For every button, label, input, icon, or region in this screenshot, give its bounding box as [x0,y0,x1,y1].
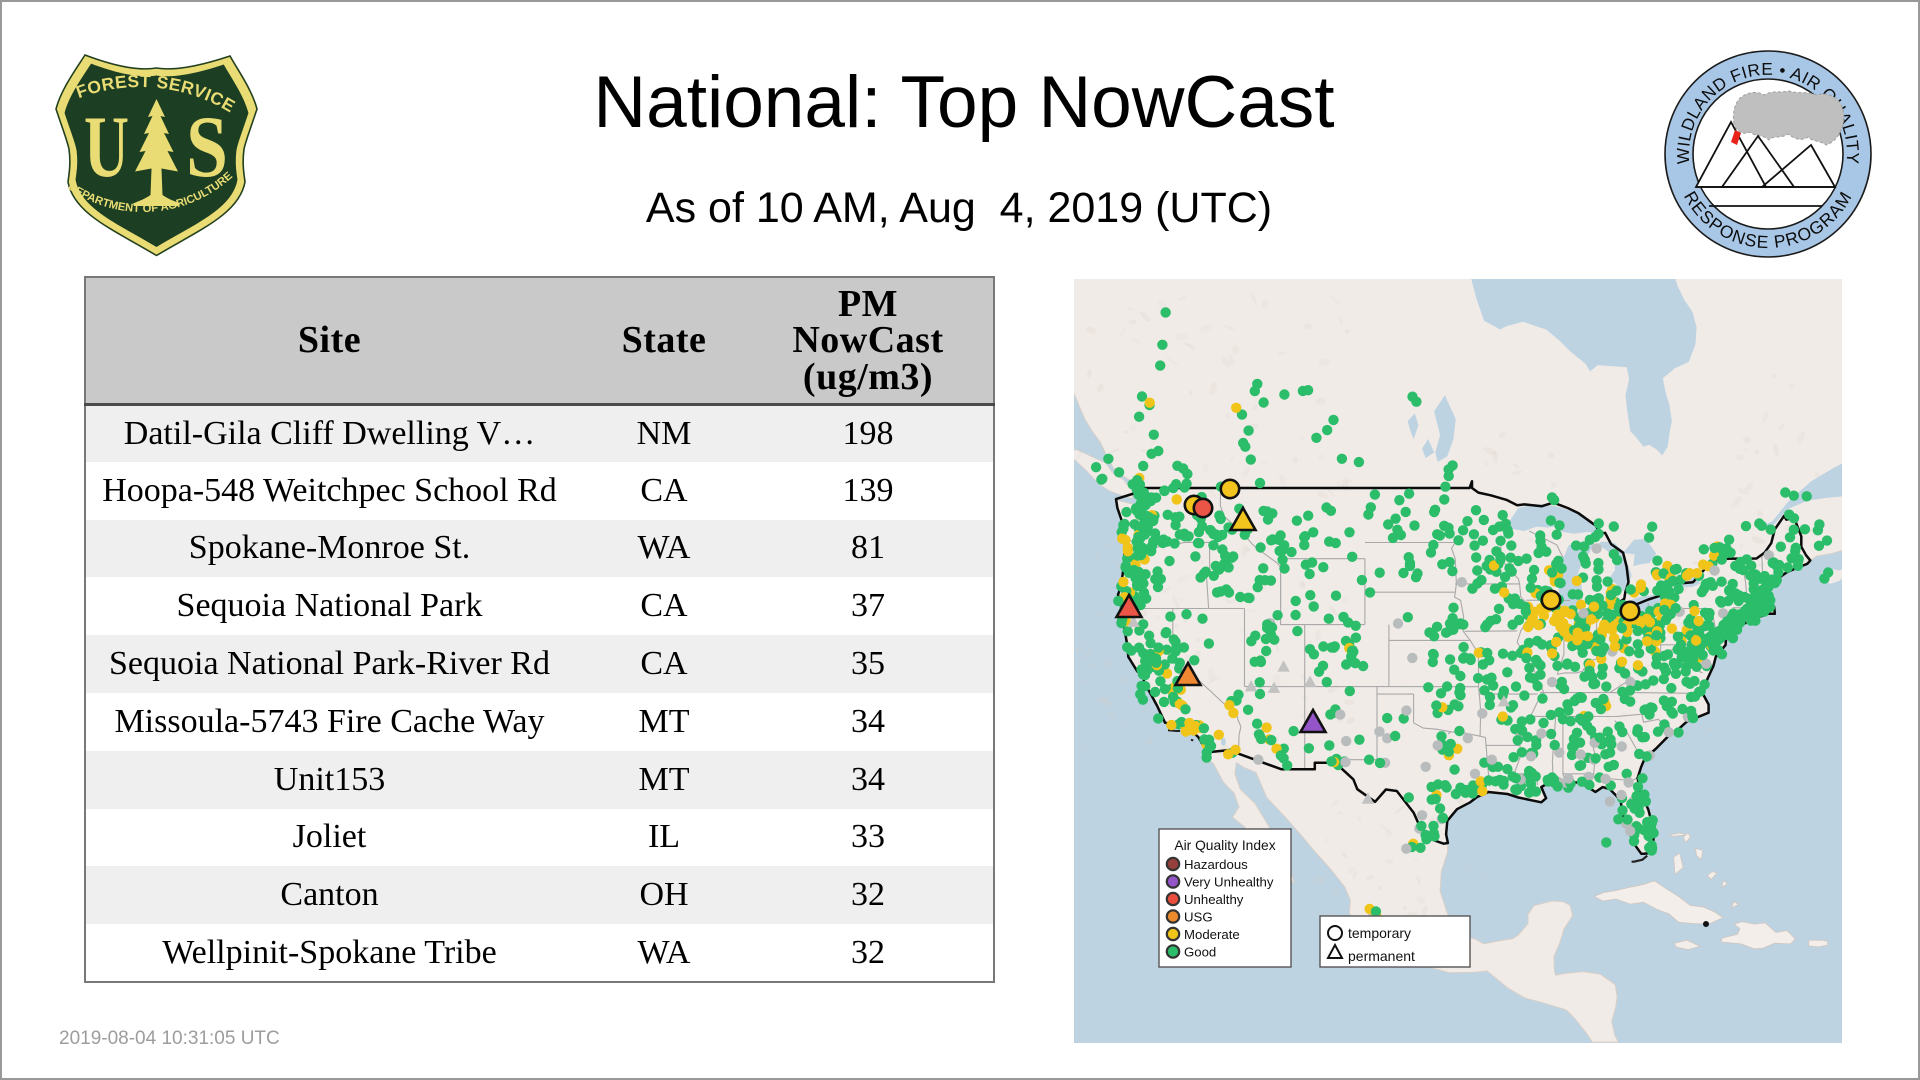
svg-text:Unhealthy: Unhealthy [1184,892,1244,907]
svg-text:Very Unhealthy: Very Unhealthy [1184,875,1274,890]
svg-text:U: U [84,99,129,196]
svg-text:USG: USG [1184,910,1213,925]
svg-text:Hazardous: Hazardous [1184,857,1248,872]
svg-text:Good: Good [1184,945,1216,960]
svg-text:S: S [186,99,228,196]
svg-text:Air Quality Index: Air Quality Index [1174,838,1275,853]
svg-text:temporary: temporary [1348,925,1411,941]
svg-text:Moderate: Moderate [1184,927,1240,942]
svg-text:permanent: permanent [1348,948,1415,964]
